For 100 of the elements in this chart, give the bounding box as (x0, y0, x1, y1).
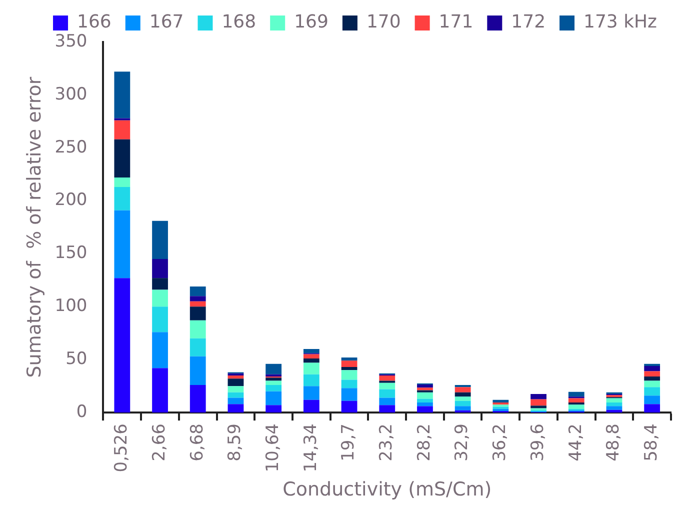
bar (114, 187, 130, 210)
y-tick-label: 150 (54, 243, 88, 264)
bar (303, 400, 320, 413)
bar (341, 367, 358, 370)
bar (379, 389, 396, 398)
bar (341, 360, 358, 368)
bar (266, 378, 282, 381)
bar (303, 358, 320, 363)
bar (114, 120, 130, 140)
x-tick-label: 58,4 (641, 424, 662, 462)
bar (644, 396, 660, 404)
x-tick-label: 19,7 (338, 424, 359, 462)
bar (530, 406, 546, 408)
x-tick-label: 44,2 (566, 424, 586, 462)
x-tick-label: 28,2 (414, 424, 434, 462)
y-tick-label: 250 (54, 137, 88, 158)
bar (266, 374, 282, 377)
legend-label: 173 kHz (584, 12, 658, 33)
legend-label: 167 (149, 12, 184, 33)
bar (341, 400, 358, 413)
x-tick-label: 0,526 (112, 424, 132, 472)
bar (190, 385, 206, 413)
bar (266, 385, 282, 392)
bar (417, 398, 433, 402)
bar (606, 406, 622, 410)
y-tick-label: 350 (54, 31, 88, 52)
bar (114, 178, 130, 188)
bar (454, 392, 471, 397)
bar (152, 306, 168, 332)
bar (341, 370, 358, 380)
bar (379, 405, 396, 413)
bar (606, 402, 622, 406)
bar (417, 384, 433, 388)
bar (417, 402, 433, 406)
bar (379, 375, 396, 381)
legend-label: 169 (294, 12, 328, 33)
x-tick-label: 23,2 (376, 424, 397, 462)
bar (303, 386, 320, 400)
bar (454, 400, 471, 406)
bar (530, 394, 546, 400)
bar (303, 374, 320, 386)
y-axis-title: Sumatory of % of relative error (23, 76, 46, 378)
bar (644, 371, 660, 377)
bar (454, 396, 471, 401)
bar (228, 404, 244, 413)
x-tick-label: 32,9 (452, 424, 472, 462)
bar (152, 220, 168, 260)
x-tick-label: 2,66 (149, 424, 170, 462)
y-tick-label: 0 (76, 402, 88, 422)
legend-label: 171 (438, 12, 474, 33)
bar (303, 362, 320, 374)
bar (114, 210, 130, 278)
bar (228, 378, 244, 386)
x-tick-label: 48,8 (604, 424, 624, 462)
bar (644, 376, 660, 381)
bar (114, 72, 130, 118)
bar (266, 380, 282, 386)
bar (644, 366, 660, 372)
bar (417, 392, 433, 399)
bar (568, 402, 584, 405)
bar (379, 398, 396, 406)
bar (568, 392, 584, 397)
x-tick-label: 8,59 (225, 424, 246, 462)
bar (568, 398, 584, 402)
y-tick-label: 300 (54, 84, 88, 104)
bar (228, 398, 244, 404)
y-tick-label: 50 (66, 349, 88, 370)
x-tick-label: 10,64 (262, 424, 283, 472)
bar (190, 306, 206, 320)
bar (454, 406, 471, 410)
bar (228, 375, 244, 379)
bar (492, 400, 509, 402)
bar (492, 402, 509, 405)
bar (228, 386, 244, 392)
bar (190, 320, 206, 338)
legend-label: 170 (366, 12, 401, 33)
bar (644, 387, 660, 396)
x-tick-label: 14,34 (300, 424, 321, 472)
bar (228, 392, 244, 398)
bar (152, 278, 168, 290)
legend-label: 168 (222, 12, 256, 33)
bar (152, 332, 168, 368)
bar (530, 399, 546, 406)
bar (152, 259, 168, 278)
bar (606, 398, 622, 402)
bar (190, 286, 206, 296)
bar (152, 368, 168, 413)
bar (114, 278, 130, 413)
x-tick-label: 36,2 (490, 424, 510, 462)
bar (190, 301, 206, 307)
bar (152, 290, 168, 307)
x-axis-title: Conductivity (mS/Cm) (282, 478, 492, 501)
bar (644, 380, 660, 388)
bar (417, 388, 433, 390)
bar (341, 388, 358, 401)
legend-label: 166 (77, 12, 112, 33)
bar (379, 382, 396, 390)
bar (190, 338, 206, 356)
bar (303, 349, 320, 354)
bar (568, 404, 584, 409)
